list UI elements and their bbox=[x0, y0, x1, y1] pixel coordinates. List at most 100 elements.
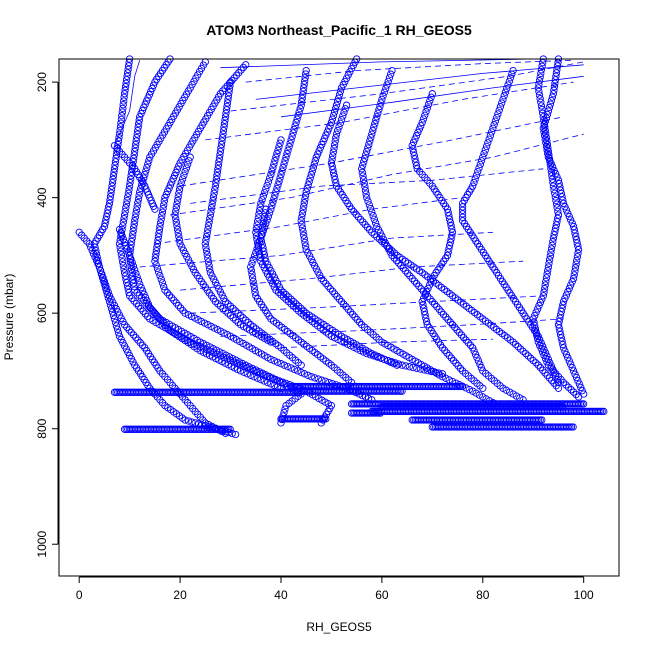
data-point bbox=[361, 186, 370, 195]
data-point bbox=[360, 158, 368, 166]
data-point bbox=[291, 122, 299, 130]
data-point bbox=[544, 355, 553, 364]
data-point bbox=[327, 118, 336, 127]
data-point bbox=[546, 156, 554, 165]
data-point bbox=[257, 199, 265, 208]
data-point bbox=[207, 207, 215, 216]
data-point bbox=[489, 124, 497, 132]
data-point bbox=[116, 126, 124, 135]
data-point bbox=[297, 361, 305, 369]
data-point bbox=[267, 355, 275, 364]
data-point bbox=[504, 81, 512, 89]
data-point bbox=[296, 105, 304, 113]
data-point bbox=[139, 307, 147, 315]
data-point bbox=[299, 206, 307, 214]
data-point bbox=[359, 175, 368, 184]
data-point bbox=[259, 192, 267, 200]
data-point bbox=[456, 364, 465, 373]
data-point bbox=[536, 364, 545, 372]
data-point bbox=[216, 302, 225, 310]
data-point bbox=[131, 286, 139, 294]
data-point bbox=[226, 302, 235, 310]
data-point bbox=[119, 261, 127, 270]
data-point bbox=[121, 207, 129, 216]
data-point bbox=[302, 70, 310, 78]
data-point bbox=[272, 188, 280, 196]
data-point bbox=[519, 347, 527, 355]
data-point bbox=[292, 304, 300, 313]
data-point bbox=[120, 238, 129, 247]
data-point bbox=[87, 243, 95, 251]
data-point bbox=[387, 358, 395, 366]
data-point bbox=[206, 211, 215, 219]
data-point bbox=[280, 160, 288, 168]
data-point bbox=[151, 205, 159, 213]
data-point bbox=[128, 294, 136, 303]
data-point bbox=[250, 284, 259, 293]
data-point bbox=[370, 230, 378, 239]
data-point bbox=[368, 130, 376, 138]
data-point bbox=[471, 175, 479, 183]
data-point bbox=[128, 234, 136, 242]
data-point bbox=[248, 364, 257, 373]
data-point bbox=[571, 267, 579, 275]
data-point bbox=[370, 123, 378, 131]
data-point bbox=[133, 130, 141, 138]
data-point bbox=[307, 170, 315, 179]
data-point bbox=[236, 311, 245, 320]
data-point bbox=[574, 245, 583, 254]
data-point bbox=[135, 116, 143, 124]
data-point bbox=[380, 88, 389, 96]
data-point bbox=[441, 346, 449, 355]
data-point bbox=[328, 162, 336, 170]
data-point bbox=[124, 62, 133, 70]
data-point bbox=[222, 106, 231, 114]
data-point bbox=[536, 95, 544, 103]
data-point bbox=[111, 158, 120, 166]
data-point bbox=[123, 278, 131, 287]
data-point bbox=[276, 174, 284, 182]
data-point bbox=[152, 311, 161, 319]
data-point bbox=[140, 290, 148, 298]
data-point bbox=[527, 354, 535, 362]
data-point bbox=[553, 217, 561, 226]
data-point bbox=[544, 263, 553, 271]
data-point bbox=[165, 291, 174, 299]
data-point bbox=[473, 354, 481, 362]
data-point bbox=[544, 153, 553, 161]
data-point bbox=[209, 193, 218, 201]
data-point bbox=[485, 135, 493, 143]
data-point bbox=[331, 137, 339, 145]
data-point bbox=[479, 153, 487, 161]
data-point bbox=[567, 281, 575, 289]
data-point bbox=[554, 207, 562, 216]
horizontal-run-8 bbox=[428, 423, 577, 431]
data-point bbox=[275, 143, 283, 151]
data-point bbox=[267, 380, 275, 388]
data-point bbox=[412, 158, 420, 166]
data-point bbox=[108, 308, 117, 316]
data-point bbox=[284, 297, 293, 306]
data-point bbox=[293, 115, 301, 123]
data-point bbox=[131, 147, 139, 156]
data-point bbox=[550, 83, 559, 91]
data-point bbox=[547, 248, 555, 257]
data-point bbox=[248, 259, 256, 267]
data-point bbox=[143, 163, 151, 172]
data-point bbox=[375, 106, 383, 114]
data-point bbox=[335, 91, 344, 99]
data-point bbox=[428, 90, 436, 98]
data-point bbox=[154, 233, 163, 241]
data-point bbox=[410, 277, 419, 285]
data-point bbox=[271, 157, 279, 165]
data-point bbox=[365, 226, 374, 234]
data-point bbox=[487, 128, 496, 136]
data-point bbox=[363, 147, 371, 156]
data-point bbox=[132, 333, 140, 342]
data-point bbox=[132, 140, 140, 149]
data-point bbox=[155, 314, 163, 322]
data-point bbox=[247, 263, 255, 271]
data-point bbox=[399, 264, 407, 272]
